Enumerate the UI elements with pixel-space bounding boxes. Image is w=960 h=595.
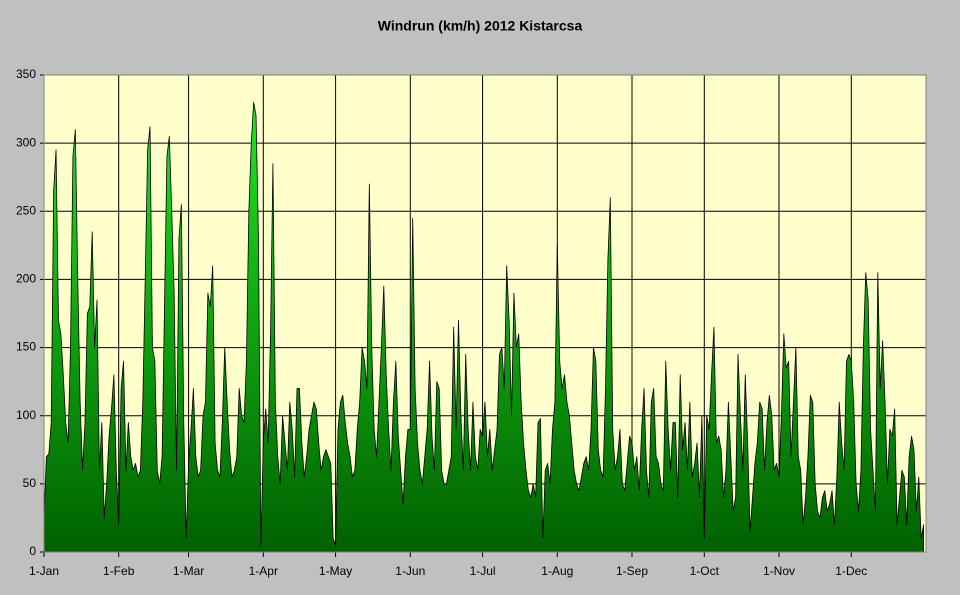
area: [43, 101, 924, 553]
y-tick-label: 150: [16, 340, 36, 354]
y-tick-label: 250: [16, 203, 36, 217]
y-tick-label: 0: [29, 544, 36, 558]
x-tick-label: 1-Oct: [690, 564, 720, 578]
y-tick-label: 100: [16, 408, 36, 422]
x-tick-label: 1-Jun: [395, 564, 425, 578]
x-tick-label: 1-Aug: [541, 564, 573, 578]
y-tick-label: 200: [16, 272, 36, 286]
y-tick-label: 300: [16, 135, 36, 149]
x-tick-label: 1-Apr: [249, 564, 278, 578]
x-tick-label: 1-Nov: [763, 564, 795, 578]
x-tick-label: 1-Feb: [103, 564, 135, 578]
x-tick-label: 1-Dec: [835, 564, 867, 578]
plot-border: [43, 74, 927, 553]
y-tick-label: 50: [23, 476, 37, 490]
chart-title: Windrun (km/h) 2012 Kistarcsa: [378, 18, 583, 34]
x-tick-label: 1-May: [319, 564, 352, 578]
x-tick-label: 1-Jul: [470, 564, 496, 578]
y-tick-label: 350: [16, 67, 36, 81]
x-tick-label: 1-Sep: [616, 564, 648, 578]
x-tick-label: 1-Jan: [29, 564, 59, 578]
x-tick-label: 1-Mar: [173, 564, 204, 578]
